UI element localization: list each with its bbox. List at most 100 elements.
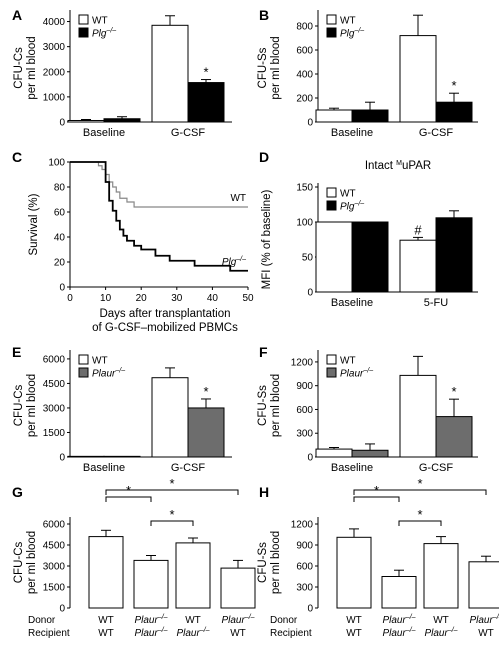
significance-marker: * (203, 65, 208, 80)
x-category-label: G-CSF (171, 127, 206, 139)
donor-genotype: WT (346, 615, 362, 626)
bar (399, 374, 437, 458)
significance-bracket (398, 520, 442, 526)
panel-title-sup: M (396, 160, 402, 167)
x-category-label: Baseline (83, 462, 125, 474)
y-tick-label: 600 (296, 562, 313, 573)
survival-curve (70, 161, 248, 208)
series-label-sup: –/– (235, 256, 246, 263)
significance-bracket (105, 489, 239, 495)
panel-E: E 0 1500 3000 4500 6000 CFU-Cs per ml blood Base… (12, 344, 232, 474)
recipient-genotype-text: Plaur (382, 628, 406, 639)
y-tick-label: 1000 (43, 92, 66, 103)
row-label-donor: Donor (28, 615, 56, 626)
row-label-donor: Donor (270, 615, 298, 626)
y-axis-label: per ml blood (270, 36, 282, 99)
donor-genotype-text: Plaur (382, 615, 406, 626)
y-tick-label: 0 (307, 453, 313, 464)
x-category-label: G-CSF (419, 462, 454, 474)
legend-label: Plaur–/– (340, 368, 373, 380)
x-axis-label: of G-CSF–mobilized PBMCs (92, 322, 238, 334)
panel-letter: F (259, 344, 268, 360)
donor-genotype-sup: –/– (157, 614, 168, 621)
recipient-genotype: WT (230, 628, 246, 639)
panel-title-text: Intact (365, 160, 396, 172)
bar (435, 416, 473, 458)
donor-genotype-text: Plaur (134, 615, 158, 626)
panel-A: A 0 1000 2000 3000 4000 CFU-Cs per ml blood Base… (12, 7, 232, 139)
panel-letter: G (12, 484, 23, 500)
legend-label-text: WT (340, 189, 356, 200)
x-tick-label: 0 (67, 293, 73, 304)
x-category-label: Baseline (331, 127, 373, 139)
bar (435, 217, 473, 293)
recipient-genotype-text: Plaur (134, 628, 158, 639)
donor-genotype: Plaur–/– (469, 614, 499, 626)
legend-label: WT (92, 356, 108, 367)
y-axis-label: MFI (% of baseline) (261, 189, 273, 289)
y-tick-label: 0 (59, 283, 65, 294)
significance-marker: * (417, 476, 422, 491)
y-tick-label: 900 (296, 541, 313, 552)
x-axis-label: Days after transplantation (99, 308, 230, 320)
series-label-text: WT (230, 193, 246, 204)
survival-curve (70, 161, 248, 272)
legend-swatch (78, 27, 89, 38)
panel-title: Intact MuPAR (365, 160, 431, 172)
y-axis-label: CFU-Cs (13, 47, 25, 89)
donor-genotype: Plaur–/– (221, 614, 254, 626)
y-axis-label: CFU-Ss (257, 47, 269, 88)
y-tick-label: 6000 (43, 520, 66, 531)
y-tick-label: 300 (296, 429, 313, 440)
y-tick-label: 0 (307, 604, 313, 615)
bar (67, 455, 105, 458)
recipient-genotype-text: WT (230, 628, 246, 639)
legend-label-text: Plg (92, 29, 107, 40)
x-tick-label: 30 (171, 293, 183, 304)
recipient-genotype: Plaur–/– (134, 627, 167, 639)
significance-marker: * (451, 384, 456, 399)
bar (151, 24, 189, 123)
y-tick-label: 0 (307, 118, 313, 129)
recipient-genotype-text: WT (346, 628, 362, 639)
significance-marker: # (414, 222, 422, 237)
y-tick-label: 0 (59, 604, 65, 615)
significance-bracket (353, 496, 400, 502)
legend-label-sup: –/– (353, 201, 364, 208)
y-tick-label: 150 (296, 183, 313, 194)
bar (315, 109, 353, 123)
y-axis-label: Survival (%) (28, 193, 40, 255)
y-tick-label: 100 (296, 218, 313, 229)
y-axis-label: per ml blood (26, 36, 38, 99)
y-axis-label: CFU-Ss (257, 385, 269, 426)
y-tick-label: 100 (48, 158, 65, 169)
legend-label-text: WT (340, 356, 356, 367)
y-axis-label: CFU-Ss (257, 542, 269, 583)
y-tick-label: 4000 (43, 17, 66, 28)
legend-label-sup: –/– (114, 368, 125, 375)
bar (435, 101, 473, 123)
recipient-genotype: Plaur–/– (176, 627, 209, 639)
bar (399, 35, 437, 123)
bar (175, 542, 211, 609)
legend-swatch (78, 354, 89, 365)
panel-letter: B (259, 7, 269, 23)
y-tick-label: 900 (296, 381, 313, 392)
legend-label: WT (340, 356, 356, 367)
y-tick-label: 600 (296, 46, 313, 57)
x-tick-label: 50 (242, 293, 254, 304)
series-label-text: Plg (222, 257, 237, 268)
significance-marker: * (203, 384, 208, 399)
x-category-label: Baseline (331, 462, 373, 474)
donor-genotype-text: Plaur (221, 615, 245, 626)
row-label-recipient: Recipient (28, 628, 70, 639)
recipient-genotype: WT (98, 628, 114, 639)
legend-swatch (326, 367, 337, 378)
x-tick-label: 40 (207, 293, 219, 304)
y-axis-label: CFU-Cs (13, 541, 25, 583)
y-axis-label: per ml blood (270, 374, 282, 437)
significance-marker: * (169, 476, 174, 491)
y-tick-label: 4500 (43, 541, 66, 552)
legend-label: WT (92, 16, 108, 27)
